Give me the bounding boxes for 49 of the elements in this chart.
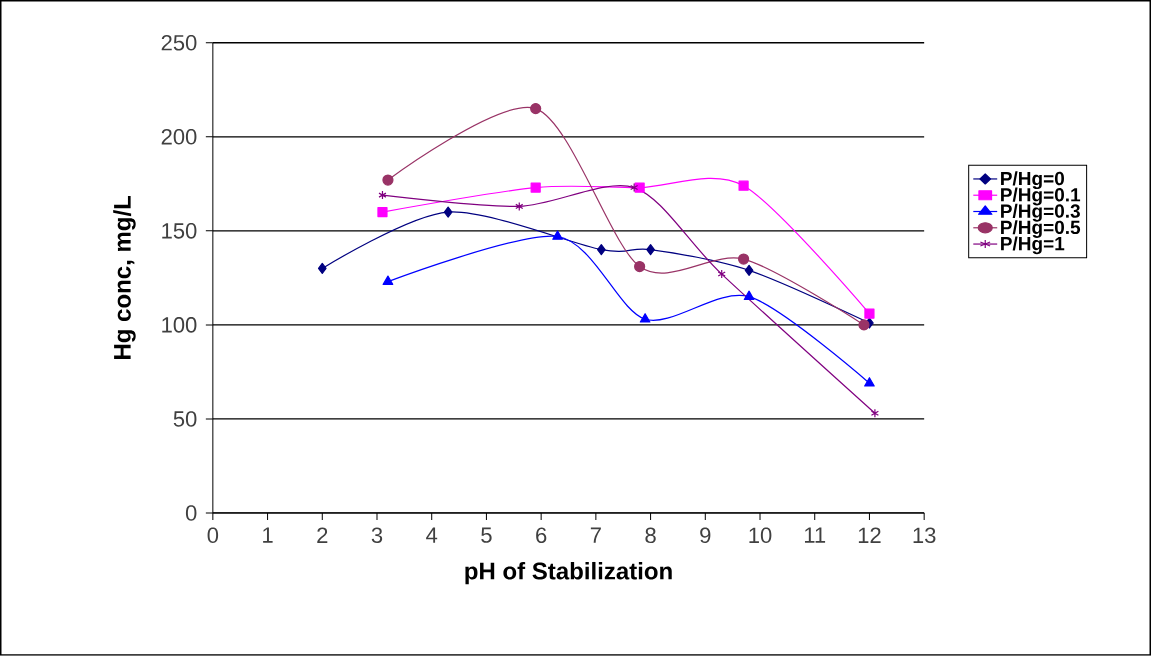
point xyxy=(737,253,750,265)
point xyxy=(864,377,875,387)
x-tick-label: 6 xyxy=(536,527,547,544)
x-axis-title: pH of Stabilization xyxy=(465,562,672,585)
y-axis-title: Hg conc, mg/L xyxy=(113,196,136,360)
point xyxy=(552,230,563,240)
x-tick-label: 2 xyxy=(317,527,328,543)
point xyxy=(870,408,879,418)
point xyxy=(738,180,749,191)
x-tick-label: 12 xyxy=(858,527,881,543)
y-tick-label: 50 xyxy=(173,411,197,427)
x-tick-label: 1 xyxy=(263,527,273,543)
y-tick-label: 200 xyxy=(161,129,197,145)
legend-label: P/Hg=1 xyxy=(1001,236,1065,255)
legend-label: P/Hg=0.5 xyxy=(1001,220,1081,239)
point xyxy=(530,103,542,115)
point xyxy=(530,182,541,193)
x-tick-label: 0 xyxy=(207,527,219,544)
point xyxy=(443,206,453,218)
y-tick-label: 150 xyxy=(162,223,197,239)
x-tick-label: 4 xyxy=(426,527,438,543)
point xyxy=(382,275,394,286)
x-tick-label: 11 xyxy=(804,527,826,543)
point xyxy=(317,262,327,275)
point xyxy=(646,244,655,256)
x-tick-label: 9 xyxy=(700,527,711,544)
point xyxy=(515,201,524,212)
point xyxy=(744,264,754,277)
point xyxy=(596,244,606,256)
point xyxy=(743,290,755,301)
point xyxy=(382,174,394,186)
y-tick-label: 100 xyxy=(162,317,197,333)
point xyxy=(630,183,639,193)
point xyxy=(634,261,646,273)
point xyxy=(717,269,726,279)
x-tick-label: 5 xyxy=(481,527,492,543)
y-tick-label: 250 xyxy=(161,35,197,51)
x-tick-label: 10 xyxy=(749,527,772,544)
point xyxy=(378,190,387,200)
point xyxy=(377,207,388,218)
x-tick-label: 13 xyxy=(913,527,936,544)
point xyxy=(639,313,651,323)
x-tick-label: 8 xyxy=(645,527,656,544)
legend-label: P/Hg=0 xyxy=(1001,171,1064,190)
x-tick-label: 3 xyxy=(371,527,383,544)
point xyxy=(858,319,870,331)
point xyxy=(864,308,875,319)
x-tick-label: 7 xyxy=(590,527,601,543)
y-tick-label: 0 xyxy=(185,505,197,521)
